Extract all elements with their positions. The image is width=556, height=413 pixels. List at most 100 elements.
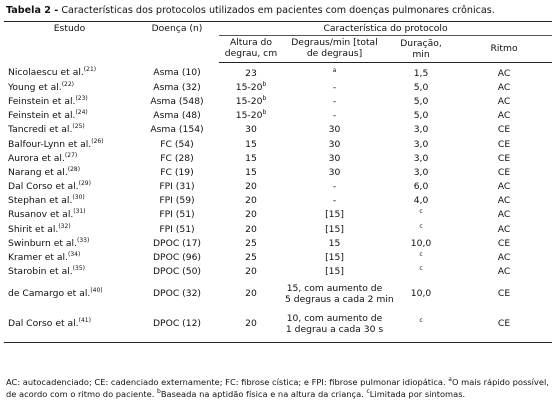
height-cell-text: 15-20 <box>235 110 263 122</box>
table-row: Nicolaescu et al.(21) Asma (10) 23 a 1,5 AC <box>4 63 552 81</box>
table-row: Dal Corso et al.(41) DPOC (12) 20 10, com a… <box>4 308 553 343</box>
study-ref: (33) <box>77 236 90 244</box>
duration-cell: 3,0 <box>386 137 456 151</box>
duration-cell: 6,0 <box>386 180 456 194</box>
steps-cell-text: 30 <box>328 124 341 136</box>
duration-cell-text: 5,0 <box>413 110 429 122</box>
duration-cell-text: 3,0 <box>413 152 429 164</box>
rhythm-cell-text: CE <box>497 138 511 150</box>
height-cell-text: 20 <box>245 318 257 330</box>
disease-cell: FPI (51) <box>159 223 195 235</box>
rhythm-cell: AC <box>456 250 552 264</box>
study-name: Kramer et al. <box>8 252 69 264</box>
table-row: de Camargo et al.(40) DPOC (32) 20 15, com … <box>4 279 552 309</box>
duration-cell-note: c <box>419 317 423 325</box>
disease-cell: FPI (51) <box>159 209 195 221</box>
steps-cell-note: a <box>332 66 337 74</box>
table-row: Stephan et al.(30) FPI (59) 20 - 4,0 AC <box>4 194 552 208</box>
steps-cell: [15] <box>283 208 386 222</box>
study-cell: Balfour-Lynn et al.(26) <box>4 137 135 151</box>
study-cell: Dal Corso et al.(41) <box>4 308 135 343</box>
footnote-text: AC: autocadenciado; CE: cadenciado exter… <box>6 377 449 387</box>
steps-cell: 30 <box>283 165 386 179</box>
rhythm-cell-text: AC <box>497 81 511 93</box>
disease-cell: FPI (59) <box>159 195 195 207</box>
table-row: Shirit et al.(32) FPI (51) 20 [15] c AC <box>4 222 552 236</box>
steps-cell-text: - <box>332 95 337 107</box>
rhythm-cell-text: CE <box>497 288 511 300</box>
steps-cell-text: 30 <box>328 152 341 164</box>
steps-cell: - <box>283 109 386 123</box>
duration-cell: 10,0 <box>386 279 456 309</box>
height-cell: 23 <box>219 63 283 81</box>
study-cell: Feinstein et al.(23) <box>4 94 135 108</box>
steps-cell: - <box>283 194 386 208</box>
title-text: Características dos protocolos utilizado… <box>61 5 495 16</box>
steps-cell: 30 <box>283 123 386 137</box>
duration-cell-text: 4,0 <box>413 195 429 207</box>
steps-cell: 15 <box>283 236 386 250</box>
table-title: Tabela 2 - Características dos protocolo… <box>6 5 495 16</box>
height-cell: 20 <box>219 222 283 236</box>
disease-cell: Asma (48) <box>153 110 201 122</box>
steps-cell: - <box>283 180 386 194</box>
disease-cell: Asma (548) <box>150 95 204 107</box>
table-row: Aurora et al.(27) FC (28) 15 30 3,0 CE <box>4 151 552 165</box>
rhythm-cell: CE <box>456 137 552 151</box>
duration-cell: 1,5 <box>386 63 456 81</box>
duration-cell-text: 3,0 <box>413 124 429 136</box>
height-cell-text: 25 <box>245 252 257 264</box>
steps-cell-text: 30 <box>328 138 341 150</box>
rhythm-cell-text: AC <box>497 266 511 278</box>
rhythm-cell: CE <box>456 165 552 179</box>
study-name: Nicolaescu et al. <box>8 67 84 79</box>
study-cell: Starobin et al.(35) <box>4 265 135 279</box>
steps-cell-text: 15 <box>328 237 341 249</box>
table-row: Tancredi et al.(25) Asma (154) 30 30 3,0 CE <box>4 123 552 137</box>
steps-cell: [15] <box>283 265 386 279</box>
study-name: Dal Corso et al. <box>8 181 79 193</box>
protocol-table: Estudo Doença (n) Característica do prot… <box>4 21 553 343</box>
steps-cell-line: 10, com aumento de <box>286 312 383 324</box>
rhythm-cell-text: CE <box>497 152 511 164</box>
study-ref: (22) <box>61 80 75 88</box>
header-height: Altura do degrau, cm <box>219 35 283 63</box>
height-cell-text: 20 <box>245 195 257 207</box>
table-body: Nicolaescu et al.(21) Asma (10) 23 a 1,5 AC Yo… <box>4 63 553 343</box>
duration-cell-text: 5,0 <box>413 95 429 107</box>
disease-cell: DPOC (12) <box>135 308 219 343</box>
rhythm-cell-text: AC <box>497 252 511 264</box>
disease-cell: DPOC (96) <box>152 252 202 264</box>
rhythm-cell-text: CE <box>497 237 511 249</box>
rhythm-cell: AC <box>456 180 552 194</box>
rhythm-cell-text: AC <box>497 223 511 235</box>
height-cell: 20 <box>219 265 283 279</box>
duration-cell-note: c <box>419 208 423 216</box>
study-cell: de Camargo et al.(40) <box>4 279 135 309</box>
height-cell: 15 <box>219 137 283 151</box>
duration-cell: 3,0 <box>386 123 456 137</box>
rhythm-cell: AC <box>456 265 552 279</box>
study-cell: Shirit et al.(32) <box>4 222 135 236</box>
duration-cell: c <box>386 250 456 264</box>
steps-cell-text: - <box>332 110 337 122</box>
study-name: de Camargo et al. <box>8 288 91 300</box>
study-ref: (25) <box>72 123 85 131</box>
footnote-text: O mais rápido possível, de acordo com o … <box>6 377 549 399</box>
height-cell-text: 20 <box>245 223 257 235</box>
duration-cell: 4,0 <box>386 194 456 208</box>
duration-cell: c <box>386 208 456 222</box>
header-rhythm: Ritmo <box>456 35 553 63</box>
header-group: Característica do protocolo <box>219 21 553 36</box>
table-row: Feinstein et al.(24) Asma (48) 15-20b - 5,0 A… <box>4 109 552 123</box>
study-name: Feinstein et al. <box>8 110 76 122</box>
study-ref: (28) <box>67 165 81 173</box>
height-cell-text: 20 <box>245 209 257 221</box>
duration-cell-text: 10,0 <box>410 237 432 249</box>
rhythm-cell-text: CE <box>497 166 511 178</box>
disease-cell: Asma (10) <box>153 67 201 79</box>
header-duration: Duração, min <box>386 35 456 63</box>
rhythm-cell: AC <box>456 109 552 123</box>
header-steps: Degraus/min [total de degraus] <box>283 35 386 63</box>
duration-cell: c <box>386 308 456 343</box>
